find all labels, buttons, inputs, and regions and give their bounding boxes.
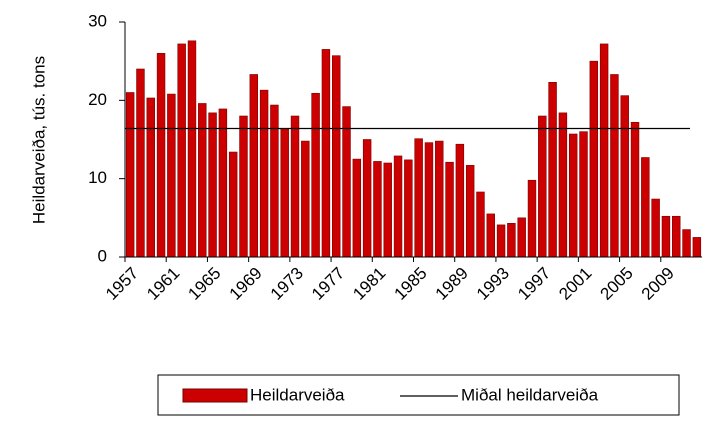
x-tick-label: 1977 <box>308 264 348 304</box>
bar <box>290 115 300 258</box>
bar <box>125 92 135 258</box>
bar <box>228 151 238 258</box>
x-tick-label: 2001 <box>555 264 595 304</box>
bar <box>496 224 506 258</box>
x-tick-label: 1989 <box>432 264 472 304</box>
y-tick-label: 0 <box>98 246 107 265</box>
x-tick-label: 1997 <box>514 264 554 304</box>
bar <box>538 115 547 258</box>
bar <box>393 155 403 258</box>
bar <box>579 131 588 258</box>
bar <box>445 161 454 258</box>
bar <box>321 49 331 258</box>
x-tick-label: 1957 <box>102 264 142 304</box>
bar <box>610 74 619 258</box>
bar <box>620 95 629 258</box>
x-tick-label: 2009 <box>638 264 678 304</box>
bar <box>383 162 392 258</box>
bar <box>641 157 650 258</box>
bar <box>414 138 423 258</box>
bar <box>672 215 681 258</box>
x-tick-label: 1981 <box>349 264 389 304</box>
bar <box>692 237 702 258</box>
legend-label: Miðal heildarveiða <box>461 385 599 404</box>
bar <box>239 115 248 258</box>
x-tick-label: 1969 <box>226 264 266 304</box>
bar <box>507 223 516 258</box>
bar <box>424 142 434 258</box>
bar <box>404 159 413 258</box>
bar <box>167 93 176 258</box>
bar <box>352 158 362 258</box>
bar <box>661 215 671 258</box>
bar <box>630 121 640 258</box>
bar <box>527 179 537 258</box>
bar <box>146 97 155 258</box>
legend-label: Heildarveiða <box>250 385 345 404</box>
bar <box>558 112 568 258</box>
y-tick-label: 20 <box>88 90 107 109</box>
bar <box>568 133 578 258</box>
bar <box>599 43 609 258</box>
bar <box>187 40 197 258</box>
x-tick-label: 1965 <box>184 264 224 304</box>
y-tick-label: 30 <box>88 11 107 30</box>
bar <box>249 74 259 258</box>
x-tick-label: 1993 <box>473 264 513 304</box>
bar <box>342 106 351 258</box>
bar <box>455 143 465 258</box>
x-tick-label: 1985 <box>390 264 430 304</box>
x-tick-label: 1961 <box>143 264 183 304</box>
legend-swatch <box>182 388 248 403</box>
bar <box>651 198 660 258</box>
bar <box>270 104 279 258</box>
bar <box>301 140 310 258</box>
bar <box>208 112 217 258</box>
bar <box>218 108 228 258</box>
bar <box>682 229 691 258</box>
bar <box>517 217 526 258</box>
bar <box>332 55 341 258</box>
bar <box>198 103 207 258</box>
bar <box>177 43 186 258</box>
bar <box>280 128 289 258</box>
bar <box>311 92 320 258</box>
bar <box>259 89 269 258</box>
bar <box>136 68 145 258</box>
bar <box>156 53 166 258</box>
bar <box>548 82 557 258</box>
bar <box>435 140 444 258</box>
bar <box>362 139 372 258</box>
bar <box>486 213 495 258</box>
bar <box>373 161 382 258</box>
bar <box>465 165 475 258</box>
bar <box>476 191 485 258</box>
y-tick-label: 10 <box>88 168 107 187</box>
bar <box>589 60 599 258</box>
y-axis-label: Heildarveiða, tús. tons <box>29 56 48 224</box>
x-tick-label: 1973 <box>267 264 307 304</box>
x-tick-label: 2005 <box>597 264 637 304</box>
